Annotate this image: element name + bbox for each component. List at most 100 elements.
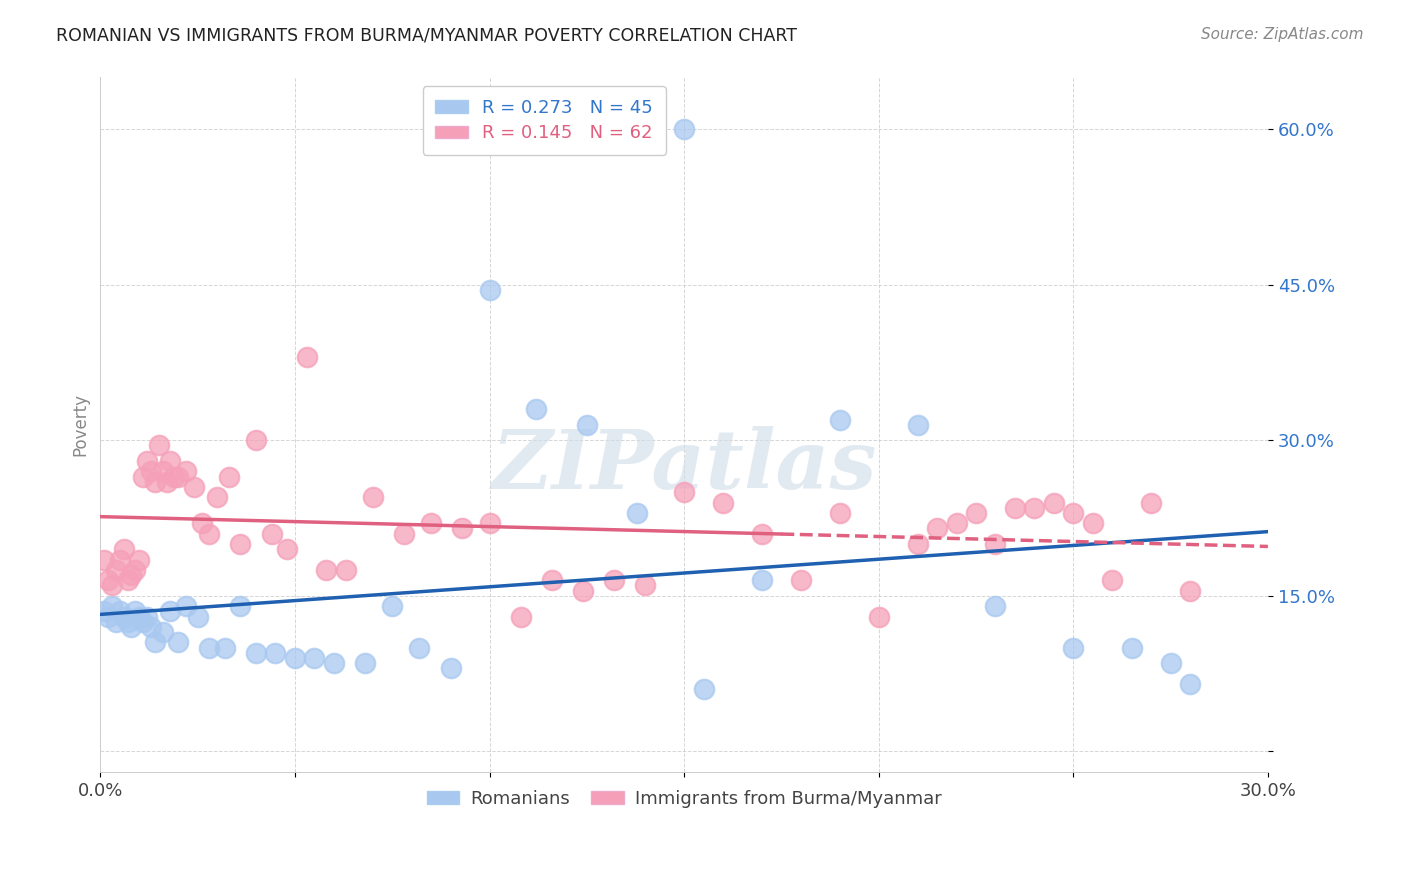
Point bbox=[524, 402, 547, 417]
Point bbox=[260, 526, 283, 541]
Point bbox=[159, 604, 181, 618]
Y-axis label: Poverty: Poverty bbox=[72, 393, 89, 456]
Point bbox=[626, 506, 648, 520]
Point bbox=[205, 491, 228, 505]
Point bbox=[167, 635, 190, 649]
Point bbox=[673, 122, 696, 136]
Point bbox=[136, 454, 159, 468]
Point bbox=[152, 464, 174, 478]
Point bbox=[673, 485, 696, 500]
Point bbox=[335, 563, 357, 577]
Point bbox=[132, 615, 155, 629]
Point bbox=[868, 609, 890, 624]
Point bbox=[264, 646, 287, 660]
Point bbox=[112, 609, 135, 624]
Point bbox=[97, 574, 120, 588]
Point bbox=[1121, 640, 1143, 655]
Point bbox=[1178, 583, 1201, 598]
Point bbox=[148, 438, 170, 452]
Point bbox=[1178, 677, 1201, 691]
Point bbox=[152, 625, 174, 640]
Point bbox=[163, 469, 186, 483]
Point bbox=[284, 651, 307, 665]
Point bbox=[603, 574, 626, 588]
Point bbox=[634, 578, 657, 592]
Point bbox=[1081, 516, 1104, 531]
Point bbox=[361, 491, 384, 505]
Point bbox=[408, 640, 430, 655]
Point bbox=[117, 615, 139, 629]
Point bbox=[790, 574, 813, 588]
Point bbox=[828, 412, 851, 426]
Point bbox=[104, 563, 127, 577]
Point bbox=[139, 620, 162, 634]
Point bbox=[315, 563, 337, 577]
Point bbox=[245, 646, 267, 660]
Point bbox=[751, 574, 773, 588]
Point bbox=[540, 574, 562, 588]
Point bbox=[104, 615, 127, 629]
Point bbox=[1024, 500, 1046, 515]
Point bbox=[1160, 657, 1182, 671]
Point bbox=[121, 620, 143, 634]
Point bbox=[128, 609, 150, 624]
Point bbox=[93, 552, 115, 566]
Point bbox=[174, 599, 197, 614]
Point bbox=[984, 599, 1007, 614]
Point bbox=[108, 604, 131, 618]
Point bbox=[139, 464, 162, 478]
Point bbox=[711, 495, 734, 509]
Point bbox=[439, 661, 461, 675]
Point bbox=[295, 351, 318, 365]
Point bbox=[381, 599, 404, 614]
Point bbox=[190, 516, 212, 531]
Text: ZIPatlas: ZIPatlas bbox=[491, 426, 877, 507]
Point bbox=[159, 454, 181, 468]
Point bbox=[907, 537, 929, 551]
Point bbox=[229, 599, 252, 614]
Point bbox=[828, 506, 851, 520]
Text: Source: ZipAtlas.com: Source: ZipAtlas.com bbox=[1201, 27, 1364, 42]
Point bbox=[420, 516, 443, 531]
Point bbox=[132, 469, 155, 483]
Point bbox=[245, 434, 267, 448]
Point bbox=[451, 521, 474, 535]
Text: ROMANIAN VS IMMIGRANTS FROM BURMA/MYANMAR POVERTY CORRELATION CHART: ROMANIAN VS IMMIGRANTS FROM BURMA/MYANMA… bbox=[56, 27, 797, 45]
Point bbox=[101, 578, 124, 592]
Point bbox=[1101, 574, 1123, 588]
Point bbox=[124, 563, 146, 577]
Point bbox=[101, 599, 124, 614]
Point bbox=[218, 469, 240, 483]
Point bbox=[198, 526, 221, 541]
Point bbox=[1062, 506, 1084, 520]
Point bbox=[965, 506, 987, 520]
Point bbox=[907, 417, 929, 432]
Point bbox=[478, 283, 501, 297]
Point bbox=[229, 537, 252, 551]
Point bbox=[927, 521, 949, 535]
Point bbox=[97, 609, 120, 624]
Point bbox=[128, 552, 150, 566]
Point bbox=[117, 574, 139, 588]
Point bbox=[509, 609, 531, 624]
Point bbox=[392, 526, 415, 541]
Point bbox=[121, 568, 143, 582]
Point bbox=[1004, 500, 1026, 515]
Point bbox=[304, 651, 326, 665]
Point bbox=[124, 604, 146, 618]
Point bbox=[751, 526, 773, 541]
Point bbox=[276, 542, 298, 557]
Point bbox=[167, 469, 190, 483]
Point bbox=[143, 635, 166, 649]
Point bbox=[198, 640, 221, 655]
Point bbox=[214, 640, 236, 655]
Point bbox=[93, 604, 115, 618]
Point bbox=[984, 537, 1007, 551]
Legend: Romanians, Immigrants from Burma/Myanmar: Romanians, Immigrants from Burma/Myanmar bbox=[419, 782, 949, 815]
Point bbox=[322, 657, 344, 671]
Point bbox=[155, 475, 177, 489]
Point bbox=[354, 657, 377, 671]
Point bbox=[692, 682, 714, 697]
Point bbox=[945, 516, 967, 531]
Point bbox=[575, 417, 598, 432]
